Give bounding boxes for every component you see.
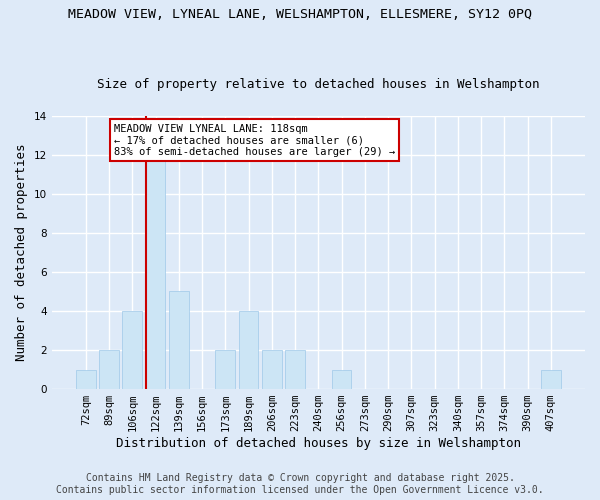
Text: MEADOW VIEW, LYNEAL LANE, WELSHAMPTON, ELLESMERE, SY12 0PQ: MEADOW VIEW, LYNEAL LANE, WELSHAMPTON, E… [68, 8, 532, 20]
Bar [215, 350, 235, 389]
Bar [262, 350, 282, 389]
Bar [239, 311, 259, 389]
Bar [541, 370, 561, 389]
Text: Contains HM Land Registry data © Crown copyright and database right 2025.
Contai: Contains HM Land Registry data © Crown c… [56, 474, 544, 495]
Bar [332, 370, 352, 389]
Text: MEADOW VIEW LYNEAL LANE: 118sqm
← 17% of detached houses are smaller (6)
83% of : MEADOW VIEW LYNEAL LANE: 118sqm ← 17% of… [113, 124, 395, 157]
Title: Size of property relative to detached houses in Welshampton: Size of property relative to detached ho… [97, 78, 539, 91]
Bar [122, 311, 142, 389]
Bar [169, 292, 188, 389]
Bar [285, 350, 305, 389]
Bar [76, 370, 95, 389]
Bar [146, 155, 166, 389]
X-axis label: Distribution of detached houses by size in Welshampton: Distribution of detached houses by size … [116, 437, 521, 450]
Bar [99, 350, 119, 389]
Y-axis label: Number of detached properties: Number of detached properties [15, 144, 28, 361]
